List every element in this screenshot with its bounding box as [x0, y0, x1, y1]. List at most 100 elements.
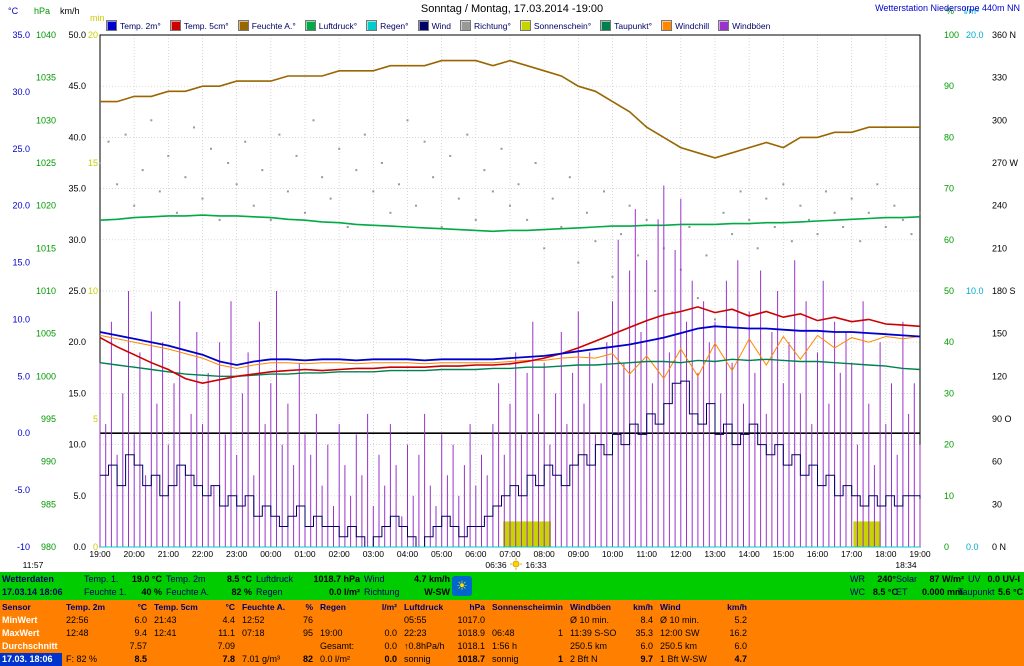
stats-value: 7.09 [152, 640, 235, 653]
legend-item-wind[interactable]: Wind [418, 20, 451, 31]
svg-text:07:00: 07:00 [499, 549, 521, 559]
legend-item-richtung-[interactable]: Richtung° [460, 20, 511, 31]
legend-item-temp-2m-[interactable]: Temp. 2m° [106, 20, 161, 31]
svg-text:1005: 1005 [36, 329, 56, 339]
svg-text:300: 300 [992, 115, 1007, 125]
weather-symbol-icon: ☀ [452, 576, 472, 596]
legend-color-box [418, 20, 429, 31]
current-temp_out-value: 8.5 °C [216, 573, 252, 586]
stats-value: 4.4 [152, 614, 235, 627]
legend-item-feuchte-a-[interactable]: Feuchte A.° [238, 20, 296, 31]
legend-color-box [718, 20, 729, 31]
svg-text:10.0: 10.0 [68, 440, 86, 450]
svg-text:0.0: 0.0 [73, 542, 86, 552]
current-uv-label: UV [968, 573, 982, 586]
legend-item-windböen[interactable]: Windböen [718, 20, 770, 31]
stats-value: 0.0 [318, 640, 397, 653]
svg-text:15:00: 15:00 [773, 549, 795, 559]
current-uv: UV0.0 UV-I [968, 573, 1020, 586]
axis-pressure: 1040103510301025102010151010100510009959… [36, 30, 56, 552]
stats-value: 7.57 [64, 640, 147, 653]
svg-text:995: 995 [41, 414, 56, 424]
stats-header-unit: °C [64, 601, 147, 614]
current-rain-value: 0.0 l/m² [304, 586, 360, 599]
stats-row-label-minwert: MinWert [2, 614, 62, 627]
svg-text:40: 40 [944, 337, 954, 347]
svg-text:22:00: 22:00 [192, 549, 214, 559]
weather-station-app: 35.030.025.020.015.010.05.00.0-5.0-10104… [0, 0, 1024, 666]
legend-item-luftdruck-[interactable]: Luftdruck° [305, 20, 357, 31]
stats-value: 95 [240, 627, 313, 640]
svg-text:10.0: 10.0 [966, 286, 984, 296]
current-solar-label: Solar [896, 573, 922, 586]
svg-text:5.0: 5.0 [17, 371, 30, 381]
current-solar: Solar87 W/m² [896, 573, 964, 586]
current-pressure-value: 1018.7 hPa [304, 573, 360, 586]
svg-text:70: 70 [944, 184, 954, 194]
sun-moon-time: 11:57 [23, 560, 44, 570]
current-dew: Taupunkt5.6 °C [958, 586, 1022, 599]
svg-text:1040: 1040 [36, 30, 56, 40]
svg-text:14:00: 14:00 [739, 549, 761, 559]
stats-header-sensor: Sensor [2, 601, 62, 614]
current-dir-label: Richtung [364, 586, 406, 599]
svg-text:270 W: 270 W [992, 158, 1019, 168]
svg-text:25.0: 25.0 [68, 286, 86, 296]
stats-row-label-maxwert: MaxWert [2, 627, 62, 640]
current-rain-label: Regen [256, 586, 304, 599]
legend-label: Windböen [732, 21, 770, 31]
legend-item-regen-[interactable]: Regen° [366, 20, 408, 31]
svg-text:15.0: 15.0 [12, 258, 30, 268]
current-et: ET0.000 mm [896, 586, 962, 599]
current-wc-value: 8.5 °C [868, 586, 898, 599]
svg-text:12:00: 12:00 [670, 549, 692, 559]
axis-sunshine_min: 20151050 [88, 30, 98, 552]
legend-item-sonnenschein-[interactable]: Sonnenschein° [520, 20, 591, 31]
svg-text:25.0: 25.0 [12, 144, 30, 154]
stats-value: 8.4 [568, 614, 653, 627]
stats-header-unit: min [490, 601, 563, 614]
current-wr-label: WR [850, 573, 868, 586]
svg-text:60: 60 [992, 457, 1002, 467]
statistics-table: SensorTemp. 2m°CTemp. 5cm°CFeuchte A.%Re… [0, 600, 1024, 666]
current-pressure: Luftdruck1018.7 hPa [256, 573, 360, 586]
stats-value: 11.1 [152, 627, 235, 640]
legend-item-temp-5cm-[interactable]: Temp. 5cm° [170, 20, 229, 31]
stats-header-unit: km/h [658, 601, 747, 614]
svg-text:05:00: 05:00 [431, 549, 453, 559]
svg-text:80: 80 [944, 132, 954, 142]
sun-icon [510, 558, 522, 570]
stats-value: 5.2 [658, 614, 747, 627]
svg-text:1010: 1010 [36, 286, 56, 296]
stats-value: 7.8 [152, 653, 235, 666]
legend-item-windchill[interactable]: Windchill [661, 20, 709, 31]
current-dew-label: Taupunkt [958, 586, 998, 599]
sun-moon-time: 06:36 [485, 560, 507, 570]
stats-row-label-durchschnitt: Durchschnitt [2, 640, 62, 653]
svg-text:40.0: 40.0 [68, 132, 86, 142]
stats-value: 1018.9 [402, 627, 485, 640]
current-conditions-bar: Wetterdaten17.03.14 18:06Temp. 1.19.0 °C… [0, 572, 1024, 600]
stats-header-unit: km/h [568, 601, 653, 614]
svg-text:0 N: 0 N [992, 542, 1006, 552]
svg-text:20: 20 [88, 30, 98, 40]
legend-label: Regen° [380, 21, 408, 31]
legend-item-taupunkt-[interactable]: Taupunkt° [600, 20, 652, 31]
svg-text:0.0: 0.0 [966, 542, 979, 552]
axis-wind_kmh: 50.045.040.035.030.025.020.015.010.05.00… [68, 30, 86, 552]
stats-value: 0.0 [318, 653, 397, 666]
svg-text:1015: 1015 [36, 243, 56, 253]
svg-text:1025: 1025 [36, 158, 56, 168]
svg-text:-5.0: -5.0 [14, 485, 30, 495]
current-temp_in-value: 19.0 °C [126, 573, 162, 586]
svg-text:10: 10 [88, 286, 98, 296]
stats-info: 1:56 h [492, 640, 517, 653]
svg-text:985: 985 [41, 499, 56, 509]
svg-text:11:00: 11:00 [636, 549, 657, 559]
legend-color-box [106, 20, 117, 31]
svg-text:19:00: 19:00 [89, 549, 111, 559]
legend-label: Luftdruck° [319, 21, 357, 31]
svg-text:0.0: 0.0 [17, 428, 30, 438]
stats-value: 76 [240, 614, 313, 627]
svg-text:240: 240 [992, 201, 1007, 211]
